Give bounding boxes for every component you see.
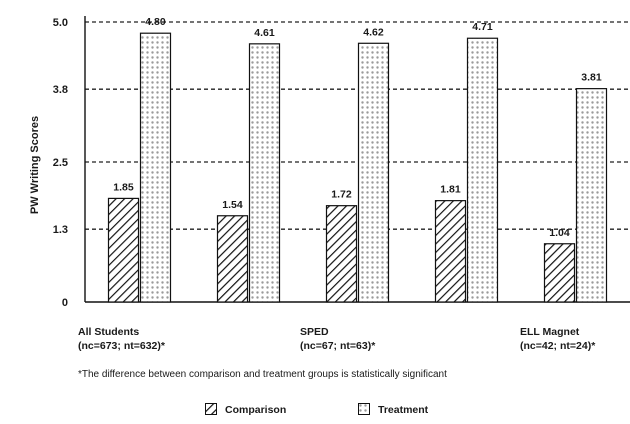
data-label: 1.04 <box>549 227 570 239</box>
category-sublabel: (nc=67; nt=63)* <box>300 340 376 352</box>
comparison-bar <box>325 205 358 303</box>
legend-item-treatment: Treatment <box>358 403 428 416</box>
legend-item-comparison: Comparison <box>205 403 286 416</box>
category-name: SPED <box>300 326 329 338</box>
category-label-sped: SPED (nc=67; nt=63)* <box>300 325 375 353</box>
data-label: 1.54 <box>222 199 243 211</box>
treatment-bar <box>139 32 172 303</box>
data-label: 1.81 <box>440 184 461 196</box>
legend-label: Comparison <box>225 404 287 416</box>
category-sublabel: (nc=42; nt=24)* <box>520 340 596 352</box>
data-label: 4.80 <box>145 16 166 28</box>
y-tick-label: 3.8 <box>53 84 68 96</box>
treatment-bar <box>357 42 390 303</box>
data-label: 4.62 <box>363 26 384 38</box>
treatment-bar <box>248 43 281 303</box>
data-label: 3.81 <box>581 72 602 84</box>
category-sublabel: (nc=673; nt=632)* <box>78 340 165 352</box>
data-label: 1.85 <box>113 181 134 193</box>
legend-label: Treatment <box>378 404 429 416</box>
category-name: All Students <box>78 326 140 338</box>
category-name: ELL Magnet <box>520 326 580 338</box>
data-label: 4.61 <box>254 27 275 39</box>
data-label: 4.71 <box>472 21 493 33</box>
treatment-bar <box>575 88 608 303</box>
y-tick-label: 2.5 <box>53 157 68 169</box>
comparison-bar <box>434 200 467 303</box>
treatment-bar <box>466 37 499 303</box>
data-label: 1.72 <box>331 189 352 201</box>
comparison-bar <box>543 243 576 303</box>
y-tick-label: 5.0 <box>53 17 68 29</box>
comparison-bar <box>107 197 140 303</box>
dotted-swatch-icon <box>358 403 370 415</box>
y-axis-label: PW Writing Scores <box>29 116 41 214</box>
hatched-swatch-icon <box>205 403 217 415</box>
y-tick-label: 1.3 <box>53 224 68 236</box>
comparison-bar <box>216 215 249 303</box>
footnote: *The difference between comparison and t… <box>78 369 447 380</box>
category-label-ell-magnet: ELL Magnet (nc=42; nt=24)* <box>520 325 595 353</box>
y-tick-label: 0 <box>62 297 68 309</box>
category-label-all-students: All Students (nc=673; nt=632)* <box>78 325 165 353</box>
